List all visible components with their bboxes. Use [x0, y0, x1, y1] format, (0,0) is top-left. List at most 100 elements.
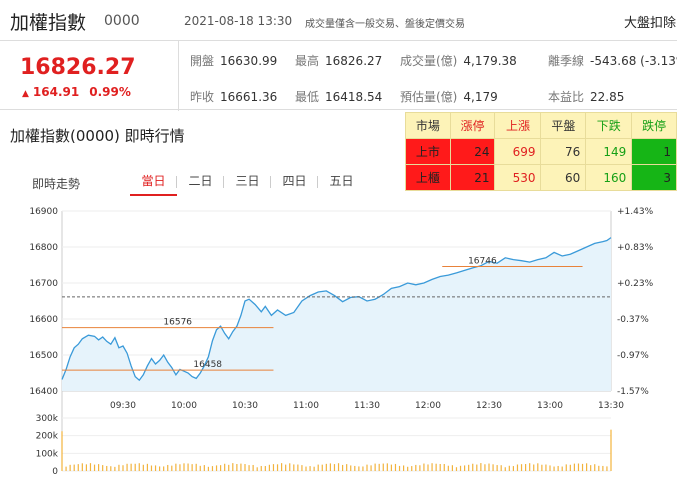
tab-3d[interactable]: 三日 — [224, 168, 271, 196]
volume-bar — [508, 465, 510, 471]
divider — [178, 41, 179, 111]
volume-bar — [565, 464, 567, 471]
volume-bar — [207, 466, 209, 471]
volume-bar — [488, 463, 490, 471]
chart-subtitle: 即時走勢 — [32, 177, 81, 191]
section-title: 加權指數(0000) 即時行情 — [10, 127, 185, 145]
volume-bar — [285, 464, 287, 471]
limit-up-count: 21 — [449, 164, 496, 191]
quote-open: 開盤 16630.99 — [190, 54, 278, 68]
breadth-row-listed: 上市 24 699 76 149 1 — [405, 138, 677, 165]
volume-bar — [484, 464, 486, 471]
volume-bar — [447, 465, 449, 471]
volume-bar — [281, 463, 283, 471]
volume-bar — [512, 466, 514, 471]
tab-4d[interactable]: 四日 — [271, 168, 318, 196]
volume-bar — [362, 466, 364, 471]
volume-bar — [500, 465, 502, 471]
volume-bar — [297, 464, 299, 471]
volume-bar — [260, 465, 262, 471]
volume-bar — [195, 463, 197, 471]
volume-bar — [541, 464, 543, 471]
volume-bar — [293, 464, 295, 471]
volume-bar — [394, 463, 397, 471]
volume-bar — [443, 464, 445, 471]
volume-bar — [167, 464, 169, 471]
volume-bar — [415, 464, 417, 471]
volume-bar — [398, 465, 401, 471]
up-triangle-icon: ▲ — [22, 89, 29, 99]
volume-bar — [382, 463, 384, 471]
volume-bar — [159, 466, 161, 471]
volume-bar — [175, 463, 177, 471]
limit-down-count: 3 — [631, 164, 677, 191]
quote-quarter-line: 離季線-543.68 (-3.13% — [548, 54, 677, 68]
volume-bar — [529, 463, 531, 471]
volume-bar — [142, 464, 144, 471]
volume-bar — [378, 463, 380, 471]
volume-bar — [557, 465, 559, 471]
market-label: 上市 — [405, 138, 451, 165]
volume-bar — [69, 464, 71, 471]
col-up: 上漲 — [494, 112, 542, 139]
volume-bar — [276, 464, 279, 471]
volume-bar — [289, 463, 291, 471]
market-ex-link[interactable]: 大盤扣除 — [624, 16, 677, 31]
volume-bar — [533, 464, 535, 471]
volume-bar — [236, 463, 238, 471]
quote-volume: 成交量(億) 4,179.38 — [400, 54, 517, 68]
tab-1d[interactable]: 當日 — [130, 168, 177, 196]
quote-prev-close: 昨收 16661.36 — [190, 90, 278, 104]
volume-bar — [122, 465, 124, 471]
volume-bar — [577, 463, 580, 471]
volume-bar — [325, 463, 327, 471]
quote-high: 最高 16826.27 — [295, 54, 383, 68]
index-code: 0000 — [104, 13, 140, 29]
volume-bar — [553, 466, 555, 471]
volume-bar — [106, 465, 108, 471]
x-tick-label: 10:00 — [171, 401, 197, 411]
pct-tick-label: -0.37% — [617, 315, 649, 325]
volume-bar — [244, 464, 246, 471]
volume-bar — [492, 464, 494, 471]
tab-5d[interactable]: 五日 — [329, 174, 354, 188]
volume-bar — [65, 466, 67, 471]
volume-bar — [215, 465, 218, 471]
volume-bar — [220, 465, 222, 471]
volume-bar — [313, 466, 315, 471]
volume-bar — [337, 463, 340, 471]
volume-bar — [435, 463, 437, 471]
pct-tick-label: -1.57% — [617, 387, 649, 397]
pct-tick-label: +0.23% — [617, 279, 654, 289]
volume-bar — [191, 464, 193, 471]
volume-bar — [496, 465, 498, 471]
volume-bar — [183, 463, 185, 471]
volume-bar — [77, 464, 79, 471]
annotation-label: 16458 — [193, 360, 222, 370]
tab-2d[interactable]: 二日 — [177, 168, 224, 196]
volume-bar — [439, 463, 441, 471]
volume-bar — [114, 466, 116, 471]
volume-bar — [374, 463, 376, 471]
volume-tick-label: 0 — [52, 467, 58, 477]
volume-bar — [476, 464, 478, 471]
volume-bar — [520, 464, 523, 471]
volume-bar — [419, 465, 421, 471]
volume-bar — [321, 464, 323, 471]
quote-pe: 本益比 22.85 — [548, 90, 625, 104]
volume-bar — [85, 464, 87, 471]
volume-bar — [81, 463, 83, 471]
volume-bar — [301, 465, 303, 471]
flat-count: 60 — [540, 164, 587, 191]
volume-bar — [370, 465, 372, 471]
volume-bar — [146, 463, 148, 471]
volume-bar — [610, 429, 612, 471]
volume-bar — [102, 465, 104, 471]
volume-bar — [329, 463, 331, 471]
price-line — [61, 237, 612, 382]
volume-bar — [61, 431, 63, 471]
volume-bar — [268, 464, 270, 471]
volume-bar — [232, 463, 234, 471]
last-price: 16826.27 — [20, 55, 136, 80]
period-tabs: 當日 二日 三日 四日 五日 — [130, 168, 365, 196]
